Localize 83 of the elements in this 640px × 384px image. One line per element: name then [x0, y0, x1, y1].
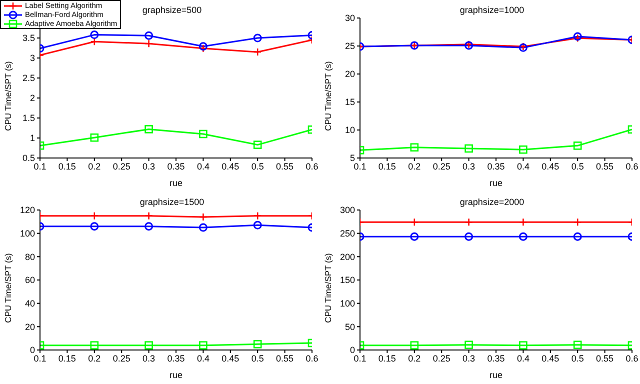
x-tick-label: 0.6: [626, 353, 638, 364]
y-tick-label: 3.5: [22, 33, 35, 44]
x-tick-label: 0.5: [571, 161, 584, 172]
y-tick-label: 200: [340, 252, 355, 262]
x-tick-label: 0.15: [58, 353, 76, 364]
x-tick-label: 0.3: [462, 161, 476, 172]
y-tick-label: 250: [340, 228, 355, 239]
x-tick-label: 0.55: [276, 353, 294, 364]
y-tick-label: 15: [344, 97, 355, 108]
y-axis-title: CPU Time/SPT (s): [3, 252, 13, 323]
x-tick-label: 0.2: [408, 161, 421, 172]
y-tick-label: 100: [340, 298, 355, 309]
x-tick-label: 0.35: [487, 161, 505, 172]
x-tick-label: 0.4: [516, 353, 530, 364]
x-tick-label: 0.25: [112, 353, 130, 364]
x-axis-title: rue: [169, 370, 183, 380]
x-tick-label: 0.3: [142, 353, 156, 364]
x-tick-label: 0.2: [88, 161, 101, 172]
x-tick-label: 0.55: [596, 353, 614, 364]
y-tick-label: 20: [344, 69, 355, 80]
x-tick-label: 0.3: [142, 161, 156, 172]
y-axis-title: CPU Time/SPT (s): [323, 252, 333, 323]
chart-title: graphsize=500: [142, 5, 202, 15]
y-tick-label: 20: [24, 322, 35, 332]
y-tick-label: 5: [350, 153, 355, 164]
y-axis-title: CPU Time/SPT (s): [323, 60, 333, 131]
x-tick-label: 0.5: [251, 161, 264, 172]
x-tick-label: 0.45: [542, 353, 560, 364]
y-tick-label: 25: [344, 41, 355, 52]
x-tick-label: 0.6: [306, 353, 318, 364]
x-tick-label: 0.15: [378, 161, 396, 172]
chart-title: graphsize=2000: [460, 197, 524, 207]
y-tick-label: 80: [24, 252, 35, 262]
y-tick-label: 40: [24, 298, 35, 309]
y-tick-label: 300: [340, 205, 355, 216]
y-tick-label: 2.5: [22, 73, 35, 84]
x-tick-label: 0.35: [487, 353, 505, 364]
x-tick-label: 0.25: [432, 161, 450, 172]
x-tick-label: 0.3: [462, 353, 476, 364]
y-tick-label: 120: [20, 205, 35, 216]
x-tick-label: 0.4: [196, 353, 210, 364]
x-tick-label: 0.6: [306, 161, 318, 172]
x-tick-label: 0.1: [354, 353, 366, 364]
chart-title: graphsize=1500: [140, 197, 204, 207]
y-tick-label: 0: [350, 345, 355, 356]
x-tick-label: 0.15: [378, 353, 396, 364]
x-tick-label: 0.15: [58, 161, 76, 172]
x-axis-title: rue: [169, 178, 183, 188]
x-tick-label: 0.1: [34, 161, 46, 172]
y-tick-label: 30: [344, 13, 355, 24]
y-tick-label: 1: [30, 133, 35, 144]
x-tick-label: 0.2: [408, 353, 421, 364]
y-tick-label: 1.5: [22, 113, 35, 124]
y-tick-label: 0: [30, 345, 35, 356]
y-tick-label: 3: [30, 53, 35, 64]
y-tick-label: 60: [24, 275, 35, 286]
x-tick-label: 0.35: [167, 161, 185, 172]
y-tick-label: 10: [344, 125, 355, 136]
x-tick-label: 0.25: [432, 353, 450, 364]
x-tick-label: 0.35: [167, 353, 185, 364]
x-tick-label: 0.4: [196, 161, 210, 172]
y-axis-title: CPU Time/SPT (s): [3, 60, 13, 131]
x-tick-label: 0.5: [571, 353, 584, 364]
chart-title: graphsize=1000: [460, 5, 524, 15]
y-tick-label: 0.5: [22, 153, 35, 164]
x-tick-label: 0.1: [354, 161, 366, 172]
x-tick-label: 0.2: [88, 353, 101, 364]
x-tick-label: 0.1: [34, 353, 46, 364]
x-tick-label: 0.45: [222, 353, 240, 364]
y-tick-label: 50: [344, 322, 355, 332]
x-tick-label: 0.45: [542, 161, 560, 172]
y-tick-label: 2: [30, 93, 35, 104]
x-tick-label: 0.25: [112, 161, 130, 172]
x-axis-title: rue: [489, 178, 503, 188]
x-axis-title: rue: [489, 370, 503, 380]
y-tick-label: 100: [20, 228, 35, 239]
x-tick-label: 0.55: [276, 161, 294, 172]
x-tick-label: 0.55: [596, 161, 614, 172]
y-tick-label: 150: [340, 275, 355, 286]
x-tick-label: 0.4: [516, 161, 530, 172]
x-tick-label: 0.5: [251, 353, 264, 364]
x-tick-label: 0.6: [626, 161, 638, 172]
x-tick-label: 0.45: [222, 161, 240, 172]
